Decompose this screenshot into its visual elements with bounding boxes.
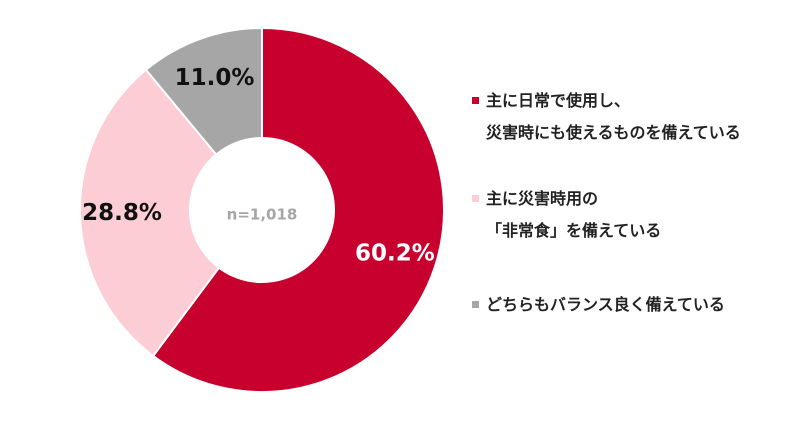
legend-swatch-daily-use: [472, 97, 479, 104]
legend-swatch-balanced: [472, 301, 479, 308]
legend-label-line: 主に災害時用の: [486, 189, 599, 208]
slice-emergency-food: [79, 68, 221, 358]
legend-label-line: 「非常食」を備えている: [486, 221, 662, 240]
legend-label-line: 主に日常で使用し、: [486, 91, 631, 110]
legend-item-emergency-food: 主に災害時用の 「非常食」を備えている: [472, 183, 790, 247]
slice-labels: 60.2% 28.8% 11.0%: [82, 65, 435, 267]
slice-balanced: [144, 26, 263, 156]
slice-daily-use: [151, 26, 445, 393]
legend-label-line: 災害時にも使えるものを備えている: [486, 123, 741, 142]
slice-label-balanced: 11.0%: [175, 65, 255, 91]
legend-swatch-emergency-food: [472, 195, 479, 202]
slice-label-daily-use: 60.2%: [355, 241, 435, 267]
slice-label-emergency-food: 28.8%: [82, 200, 162, 226]
donut-slices: [79, 26, 445, 393]
donut-chart: 60.2% 28.8% 11.0% n=1,018: [79, 26, 445, 393]
legend-item-daily-use: 主に日常で使用し、 災害時にも使えるものを備えている: [472, 85, 790, 149]
legend: 主に日常で使用し、 災害時にも使えるものを備えている 主に災害時用の 「非常食」…: [472, 85, 790, 321]
center-label: n=1,018: [227, 206, 298, 224]
legend-label-line: どちらもバランス良く備えている: [486, 295, 725, 314]
legend-item-balanced: どちらもバランス良く備えている: [472, 289, 790, 321]
